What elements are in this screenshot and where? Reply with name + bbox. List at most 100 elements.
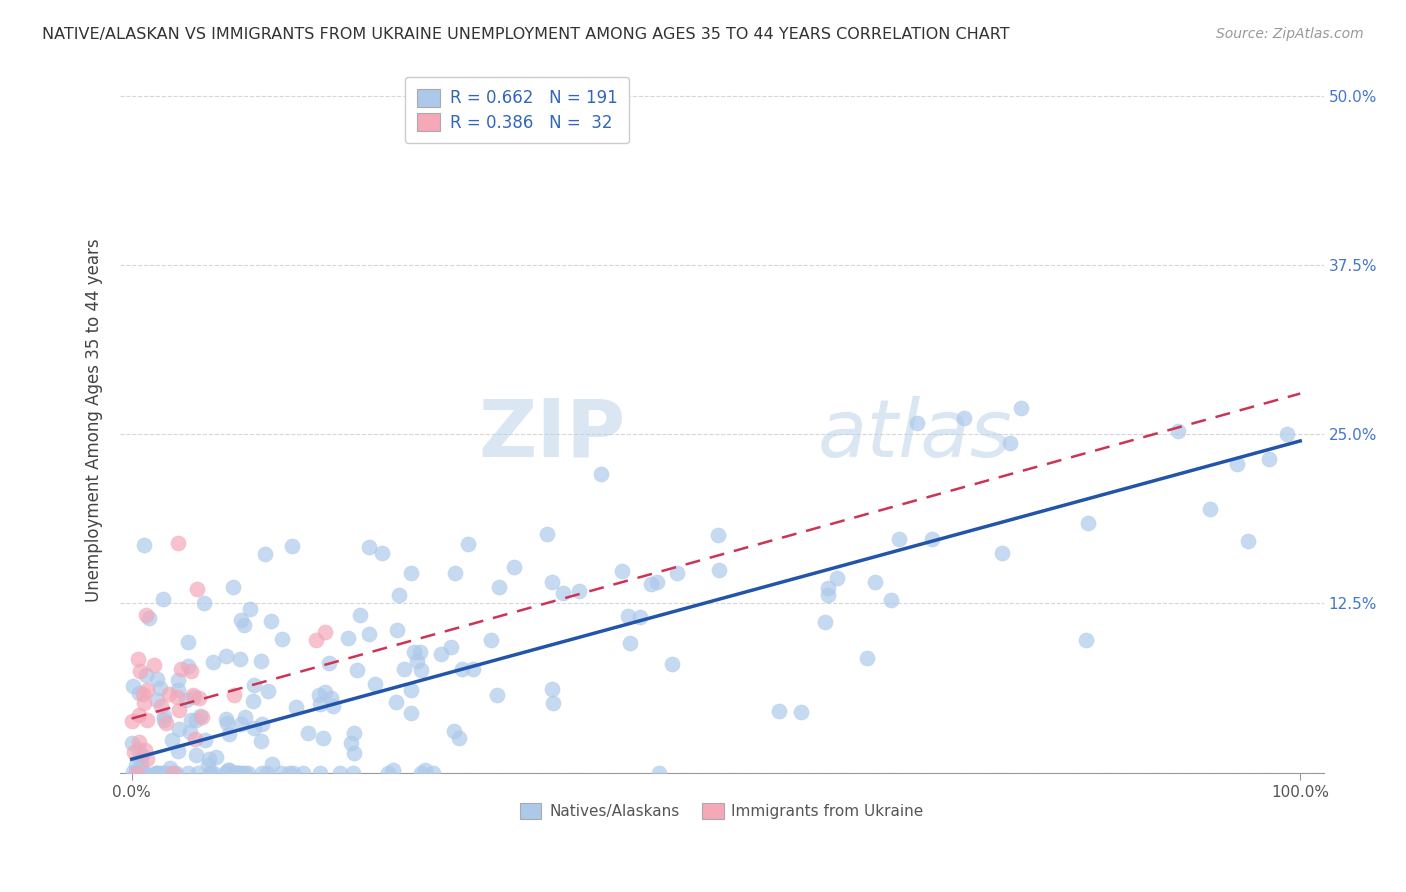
Point	[217, 716, 239, 731]
Point	[666, 566, 689, 580]
Point	[146, 765, 169, 780]
Point	[461, 662, 484, 676]
Point	[166, 690, 188, 704]
Point	[382, 763, 405, 777]
Point	[260, 614, 283, 628]
Point	[214, 649, 236, 664]
Point	[443, 566, 465, 580]
Point	[229, 652, 252, 666]
Point	[127, 765, 149, 780]
Point	[180, 664, 202, 678]
Point	[346, 664, 368, 678]
Point	[128, 751, 150, 765]
Point	[229, 717, 252, 731]
Point	[589, 467, 612, 481]
Point	[225, 765, 247, 780]
Point	[145, 693, 167, 707]
Point	[1010, 401, 1032, 415]
Point	[148, 681, 170, 696]
Point	[329, 765, 352, 780]
Point	[308, 688, 330, 702]
Point	[127, 652, 149, 666]
Point	[640, 577, 662, 591]
Point	[143, 657, 166, 672]
Point	[242, 694, 264, 708]
Point	[155, 765, 177, 780]
Point	[155, 715, 177, 730]
Point	[145, 765, 167, 780]
Point	[612, 564, 634, 578]
Point	[200, 765, 222, 780]
Point	[707, 562, 730, 576]
Point	[648, 765, 671, 780]
Point	[186, 713, 208, 727]
Point	[177, 765, 200, 780]
Point	[628, 610, 651, 624]
Point	[278, 765, 301, 780]
Point	[1076, 632, 1098, 647]
Point	[1077, 516, 1099, 530]
Point	[170, 663, 193, 677]
Point	[503, 559, 526, 574]
Point	[541, 574, 564, 589]
Point	[239, 602, 262, 616]
Point	[132, 765, 155, 780]
Point	[191, 710, 214, 724]
Point	[135, 668, 157, 682]
Point	[406, 655, 429, 669]
Point	[257, 683, 280, 698]
Point	[235, 765, 257, 780]
Point	[176, 692, 198, 706]
Point	[270, 632, 292, 646]
Point	[190, 708, 212, 723]
Point	[167, 722, 190, 736]
Point	[127, 741, 149, 756]
Point	[292, 765, 315, 780]
Point	[541, 681, 564, 696]
Point	[132, 696, 155, 710]
Point	[991, 545, 1014, 559]
Point	[443, 723, 465, 738]
Point	[135, 714, 157, 728]
Point	[789, 706, 811, 720]
Point	[188, 691, 211, 706]
Point	[921, 532, 943, 546]
Point	[707, 528, 730, 542]
Point	[343, 726, 366, 740]
Point	[222, 689, 245, 703]
Point	[153, 709, 176, 723]
Point	[231, 765, 253, 780]
Point	[145, 672, 167, 686]
Point	[129, 756, 152, 771]
Point	[392, 662, 415, 676]
Point	[250, 717, 273, 731]
Point	[814, 615, 837, 629]
Point	[177, 659, 200, 673]
Point	[226, 765, 249, 780]
Point	[541, 696, 564, 710]
Point	[318, 656, 340, 670]
Point	[136, 682, 159, 697]
Point	[153, 765, 176, 780]
Point	[1275, 426, 1298, 441]
Point	[160, 733, 183, 747]
Point	[439, 640, 461, 655]
Point	[661, 657, 683, 672]
Point	[145, 765, 167, 780]
Point	[163, 765, 186, 780]
Point	[135, 608, 157, 623]
Point	[122, 745, 145, 759]
Point	[385, 623, 408, 637]
Point	[121, 714, 143, 728]
Point	[322, 699, 344, 714]
Point	[349, 607, 371, 622]
Point	[297, 725, 319, 739]
Point	[429, 648, 451, 662]
Point	[337, 632, 360, 646]
Text: ZIP: ZIP	[478, 396, 626, 474]
Point	[384, 695, 406, 709]
Point	[536, 526, 558, 541]
Point	[856, 650, 879, 665]
Point	[197, 758, 219, 772]
Point	[1237, 533, 1260, 548]
